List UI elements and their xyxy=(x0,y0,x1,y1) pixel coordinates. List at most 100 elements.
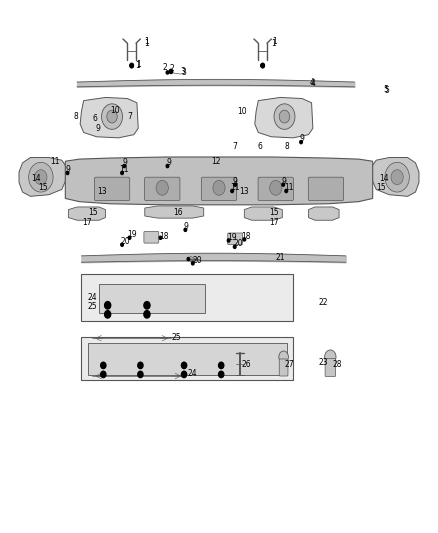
Circle shape xyxy=(243,238,246,241)
Text: 1: 1 xyxy=(135,61,140,70)
Circle shape xyxy=(300,141,302,144)
Circle shape xyxy=(279,351,288,363)
Polygon shape xyxy=(145,206,204,218)
Circle shape xyxy=(187,257,190,261)
Text: 19: 19 xyxy=(127,230,137,239)
Text: 26: 26 xyxy=(241,360,251,369)
Circle shape xyxy=(138,362,143,368)
Circle shape xyxy=(123,165,126,167)
Text: 23: 23 xyxy=(318,358,328,367)
Circle shape xyxy=(191,262,194,265)
Polygon shape xyxy=(255,98,313,138)
Circle shape xyxy=(279,110,290,123)
Polygon shape xyxy=(68,207,106,220)
Text: 11: 11 xyxy=(120,165,129,174)
Circle shape xyxy=(261,63,265,68)
Circle shape xyxy=(66,171,69,174)
Circle shape xyxy=(105,302,111,309)
FancyBboxPatch shape xyxy=(81,274,293,321)
Circle shape xyxy=(101,371,106,377)
Text: 10: 10 xyxy=(110,106,120,115)
Text: 22: 22 xyxy=(318,298,328,307)
Circle shape xyxy=(35,169,47,184)
Circle shape xyxy=(101,362,106,368)
Text: 9: 9 xyxy=(281,177,286,186)
FancyBboxPatch shape xyxy=(145,177,180,200)
Circle shape xyxy=(166,165,169,167)
Circle shape xyxy=(282,183,285,186)
Circle shape xyxy=(144,311,150,318)
Text: 6: 6 xyxy=(257,142,262,151)
Polygon shape xyxy=(244,207,283,220)
Text: 14: 14 xyxy=(32,174,41,183)
Circle shape xyxy=(128,236,131,239)
Circle shape xyxy=(261,63,265,68)
Text: 5: 5 xyxy=(384,85,389,94)
FancyBboxPatch shape xyxy=(308,177,344,200)
Text: 8: 8 xyxy=(74,111,78,120)
Circle shape xyxy=(227,239,230,242)
Text: 8: 8 xyxy=(284,142,289,151)
Text: 20: 20 xyxy=(234,239,244,248)
Circle shape xyxy=(325,350,336,364)
FancyBboxPatch shape xyxy=(99,284,205,313)
Text: 15: 15 xyxy=(88,208,98,217)
Circle shape xyxy=(130,63,134,68)
Circle shape xyxy=(169,69,173,74)
Text: 9: 9 xyxy=(300,134,304,143)
Circle shape xyxy=(166,71,169,74)
Text: 5: 5 xyxy=(385,86,389,95)
Text: 1: 1 xyxy=(271,39,276,48)
FancyBboxPatch shape xyxy=(201,177,237,200)
Circle shape xyxy=(274,104,295,130)
Text: 1: 1 xyxy=(272,37,277,46)
Circle shape xyxy=(144,302,150,309)
Circle shape xyxy=(138,371,143,377)
Text: 13: 13 xyxy=(98,187,107,196)
Text: 15: 15 xyxy=(269,208,279,217)
Circle shape xyxy=(233,245,236,248)
Text: 24: 24 xyxy=(88,293,97,302)
Text: 24: 24 xyxy=(188,369,198,378)
Text: 1: 1 xyxy=(145,39,149,48)
Text: 18: 18 xyxy=(241,232,251,241)
Text: 16: 16 xyxy=(173,208,182,217)
Text: 4: 4 xyxy=(311,79,315,88)
Text: 25: 25 xyxy=(172,333,181,342)
Text: 1: 1 xyxy=(136,60,141,69)
Text: 21: 21 xyxy=(276,254,285,262)
Circle shape xyxy=(231,189,233,192)
Text: 28: 28 xyxy=(332,360,342,369)
Polygon shape xyxy=(65,157,373,205)
Circle shape xyxy=(107,110,117,123)
FancyBboxPatch shape xyxy=(81,337,293,380)
Text: 7: 7 xyxy=(233,142,237,151)
Text: 9: 9 xyxy=(233,177,237,186)
Text: 27: 27 xyxy=(284,360,293,369)
Circle shape xyxy=(219,371,224,377)
Text: 11: 11 xyxy=(230,183,240,192)
Text: 7: 7 xyxy=(127,111,132,120)
FancyBboxPatch shape xyxy=(325,359,336,376)
Text: 1: 1 xyxy=(145,37,149,46)
Polygon shape xyxy=(372,158,419,196)
Text: 9: 9 xyxy=(166,158,171,167)
Text: 2: 2 xyxy=(170,64,175,73)
Text: 14: 14 xyxy=(379,174,389,183)
Text: 13: 13 xyxy=(240,187,249,196)
FancyBboxPatch shape xyxy=(94,177,130,200)
Circle shape xyxy=(28,163,53,192)
Circle shape xyxy=(219,362,224,368)
Circle shape xyxy=(159,236,162,239)
Polygon shape xyxy=(308,207,339,220)
Text: 6: 6 xyxy=(92,114,97,123)
Text: 15: 15 xyxy=(376,183,385,192)
Circle shape xyxy=(181,362,187,368)
Text: 25: 25 xyxy=(88,302,97,311)
Text: 3: 3 xyxy=(182,69,187,77)
Text: 19: 19 xyxy=(227,233,237,242)
Circle shape xyxy=(121,243,124,246)
Circle shape xyxy=(213,180,225,195)
Circle shape xyxy=(121,171,124,174)
Circle shape xyxy=(184,228,187,231)
